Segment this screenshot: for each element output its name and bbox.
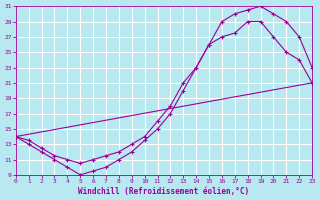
X-axis label: Windchill (Refroidissement éolien,°C): Windchill (Refroidissement éolien,°C) <box>78 187 250 196</box>
